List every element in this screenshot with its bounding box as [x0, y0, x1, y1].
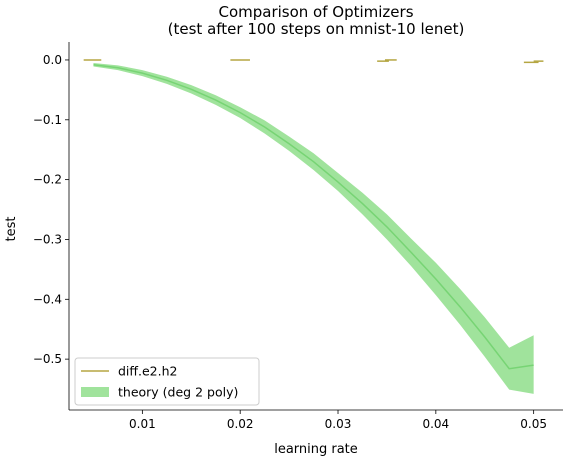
- x-tick-label: 0.01: [129, 417, 156, 431]
- band-layer: [93, 62, 534, 394]
- legend: diff.e2.h2 theory (deg 2 poly): [74, 357, 260, 406]
- theory-center-line: [93, 63, 534, 370]
- y-tick-label: −0.3: [33, 232, 62, 246]
- legend-box: [74, 357, 260, 406]
- x-tick-layer: 0.01 0.02 0.03 0.04 0.05: [129, 410, 547, 431]
- legend-swatch-patch: [81, 387, 109, 397]
- series-layer: [83, 59, 544, 64]
- theory-band: [93, 62, 534, 394]
- x-axis-label: learning rate: [274, 442, 358, 457]
- title-group: Comparison of Optimizers (test after 100…: [168, 3, 465, 38]
- legend-label: theory (deg 2 poly): [118, 385, 238, 400]
- y-tick-label: −0.4: [33, 292, 62, 306]
- y-tick-label: 0.0: [43, 53, 62, 67]
- y-tick-label: −0.5: [33, 352, 62, 366]
- legend-label: diff.e2.h2: [118, 364, 178, 379]
- y-tick-label: −0.1: [33, 113, 62, 127]
- x-tick-label: 0.04: [422, 417, 449, 431]
- y-tick-label: −0.2: [33, 173, 62, 187]
- y-axis-label: test: [4, 217, 19, 242]
- axes-layer: [68, 42, 563, 411]
- y-tick-layer: 0.0 −0.1 −0.2 −0.3 −0.4 −0.5: [33, 53, 69, 366]
- x-tick-label: 0.03: [325, 417, 352, 431]
- chart-title: Comparison of Optimizers: [218, 3, 413, 21]
- chart-subtitle: (test after 100 steps on mnist-10 lenet): [168, 20, 465, 38]
- x-tick-label: 0.02: [227, 417, 254, 431]
- x-tick-label: 0.05: [520, 417, 547, 431]
